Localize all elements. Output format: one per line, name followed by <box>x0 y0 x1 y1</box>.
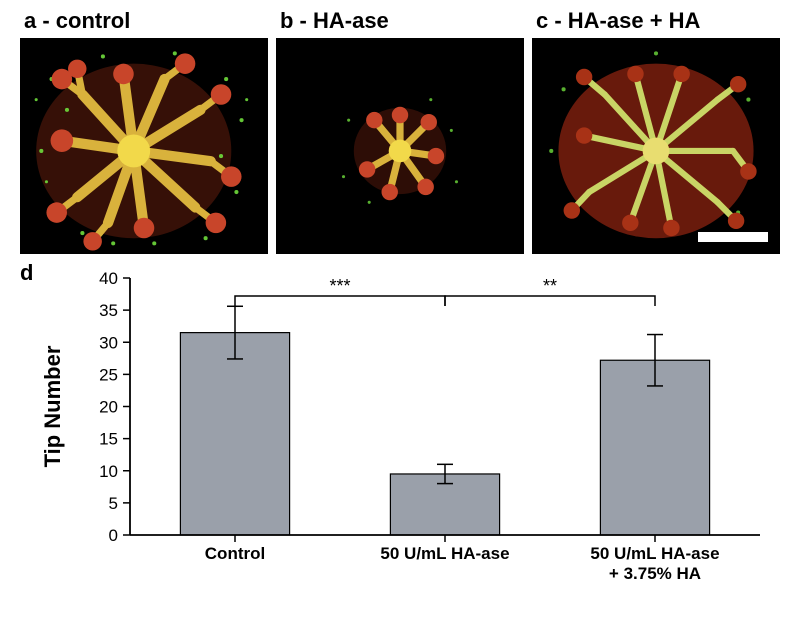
panel-b: b - HA-ase <box>276 8 524 254</box>
figure-container: a - control <box>0 0 800 617</box>
svg-text:+ 3.75% HA: + 3.75% HA <box>609 564 701 583</box>
svg-text:40: 40 <box>99 269 118 288</box>
svg-text:15: 15 <box>99 430 118 449</box>
micrograph-a-svg <box>20 38 268 254</box>
panel-a-label: a - control <box>20 8 130 34</box>
panel-c-label: c - HA-ase + HA <box>532 8 700 34</box>
svg-text:35: 35 <box>99 301 118 320</box>
scalebar <box>698 232 768 242</box>
svg-text:50 U/mL HA-ase: 50 U/mL HA-ase <box>590 544 719 563</box>
panel-b-label: b - HA-ase <box>276 8 389 34</box>
micrograph-c <box>532 38 780 254</box>
micrograph-b-svg <box>276 38 524 254</box>
svg-text:**: ** <box>543 276 557 296</box>
micrograph-b <box>276 38 524 254</box>
micrograph-c-svg <box>532 38 780 254</box>
svg-text:30: 30 <box>99 333 118 352</box>
svg-text:25: 25 <box>99 365 118 384</box>
panel-c: c - HA-ase + HA <box>532 8 780 254</box>
svg-text:***: *** <box>329 276 350 296</box>
image-row: a - control <box>0 0 800 254</box>
svg-text:20: 20 <box>99 398 118 417</box>
svg-text:0: 0 <box>109 526 118 545</box>
panel-a: a - control <box>20 8 268 254</box>
svg-text:Tip Number: Tip Number <box>40 345 65 467</box>
micrograph-a <box>20 38 268 254</box>
svg-text:10: 10 <box>99 462 118 481</box>
svg-text:Control: Control <box>205 544 265 563</box>
chart-area: d 0510152025303540Control50 U/mL HA-ase5… <box>20 260 780 605</box>
bar-chart: 0 5 10 15 20 25 30 35 40 Control 50 U/mL HA-ase 50 … <box>20 260 780 605</box>
svg-text:5: 5 <box>109 494 118 513</box>
svg-text:50 U/mL HA-ase: 50 U/mL HA-ase <box>380 544 509 563</box>
